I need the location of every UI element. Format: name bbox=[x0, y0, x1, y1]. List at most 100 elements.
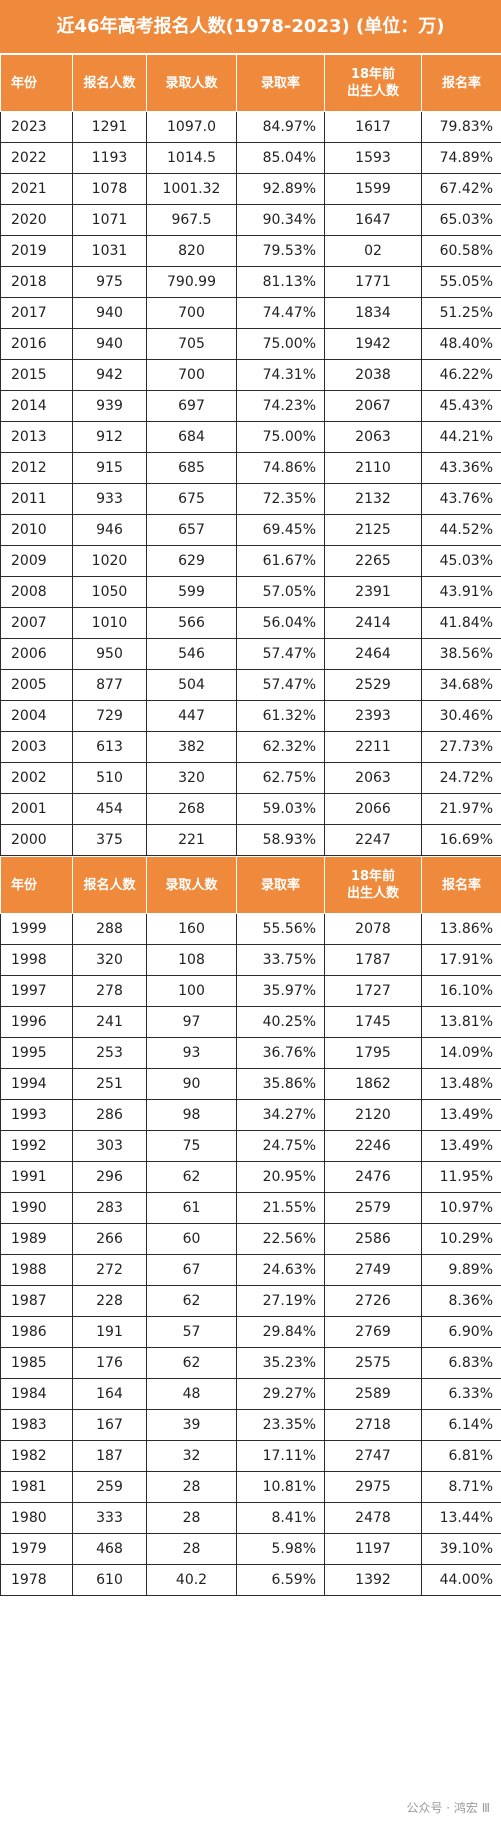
cell-admitted: 447 bbox=[146, 700, 237, 732]
cell-births: 1617 bbox=[324, 111, 422, 143]
cell-application-rate: 55.05% bbox=[421, 266, 501, 298]
cell-births: 2718 bbox=[324, 1409, 422, 1441]
cell-year: 1979 bbox=[0, 1533, 73, 1565]
cell-applicants: 333 bbox=[72, 1502, 147, 1534]
cell-births: 2575 bbox=[324, 1347, 422, 1379]
cell-year: 1985 bbox=[0, 1347, 73, 1379]
cell-births: 2132 bbox=[324, 483, 422, 515]
cell-births: 2529 bbox=[324, 669, 422, 701]
cell-admission-rate: 5.98% bbox=[236, 1533, 325, 1565]
cell-births: 2063 bbox=[324, 421, 422, 453]
cell-application-rate: 38.56% bbox=[421, 638, 501, 670]
table-row: 1988 272 67 24.63% 2749 9.89% bbox=[0, 1254, 501, 1286]
cell-admitted: 221 bbox=[146, 824, 237, 856]
cell-application-rate: 13.86% bbox=[421, 913, 501, 945]
cell-year: 1990 bbox=[0, 1192, 73, 1224]
cell-admission-rate: 29.84% bbox=[236, 1316, 325, 1348]
cell-year: 1989 bbox=[0, 1223, 73, 1255]
cell-admission-rate: 8.41% bbox=[236, 1502, 325, 1534]
cell-year: 2015 bbox=[0, 359, 73, 391]
table-row: 1987 228 62 27.19% 2726 8.36% bbox=[0, 1285, 501, 1317]
table-row: 1983 167 39 23.35% 2718 6.14% bbox=[0, 1409, 501, 1441]
cell-application-rate: 44.00% bbox=[421, 1564, 501, 1596]
table-row: 2021 1078 1001.32 92.89% 1599 67.42% bbox=[0, 173, 501, 205]
table-row: 1993 286 98 34.27% 2120 13.49% bbox=[0, 1099, 501, 1131]
cell-application-rate: 21.97% bbox=[421, 793, 501, 825]
header-births-18y-prior: 18年前 出生人数 bbox=[324, 856, 422, 914]
table-row: 2009 1020 629 61.67% 2265 45.03% bbox=[0, 545, 501, 577]
cell-births: 2769 bbox=[324, 1316, 422, 1348]
cell-year: 2006 bbox=[0, 638, 73, 670]
cell-applicants: 176 bbox=[72, 1347, 147, 1379]
cell-births: 2975 bbox=[324, 1471, 422, 1503]
cell-births: 2478 bbox=[324, 1502, 422, 1534]
cell-births: 2120 bbox=[324, 1099, 422, 1131]
cell-admitted: 320 bbox=[146, 762, 237, 794]
cell-year: 2014 bbox=[0, 390, 73, 422]
header-births-18y-prior: 18年前 出生人数 bbox=[324, 54, 422, 112]
cell-births: 2211 bbox=[324, 731, 422, 763]
cell-births: 2391 bbox=[324, 576, 422, 608]
cell-year: 1999 bbox=[0, 913, 73, 945]
table-header-2: 年份 报名人数 录取人数 录取率 18年前 出生人数 报名率 bbox=[0, 856, 501, 914]
cell-applicants: 164 bbox=[72, 1378, 147, 1410]
cell-applicants: 877 bbox=[72, 669, 147, 701]
cell-applicants: 1010 bbox=[72, 607, 147, 639]
cell-year: 2009 bbox=[0, 545, 73, 577]
cell-application-rate: 13.49% bbox=[421, 1099, 501, 1131]
cell-admitted: 48 bbox=[146, 1378, 237, 1410]
header-admitted: 录取人数 bbox=[146, 856, 237, 914]
cell-applicants: 228 bbox=[72, 1285, 147, 1317]
cell-applicants: 283 bbox=[72, 1192, 147, 1224]
cell-application-rate: 6.33% bbox=[421, 1378, 501, 1410]
table-row: 1978 610 40.2 6.59% 1392 44.00% bbox=[0, 1564, 501, 1596]
cell-year: 2019 bbox=[0, 235, 73, 267]
cell-births: 1599 bbox=[324, 173, 422, 205]
cell-year: 2000 bbox=[0, 824, 73, 856]
cell-year: 2017 bbox=[0, 297, 73, 329]
cell-admitted: 67 bbox=[146, 1254, 237, 1286]
cell-births: 1834 bbox=[324, 297, 422, 329]
cell-year: 1981 bbox=[0, 1471, 73, 1503]
cell-applicants: 288 bbox=[72, 913, 147, 945]
table-row: 1979 468 28 5.98% 1197 39.10% bbox=[0, 1533, 501, 1565]
gaokao-table-part1: 年份 报名人数 录取人数 录取率 18年前 出生人数 报名率 2023 1291 1… bbox=[0, 54, 501, 856]
cell-year: 1978 bbox=[0, 1564, 73, 1596]
cell-admitted: 700 bbox=[146, 297, 237, 329]
cell-admission-rate: 90.34% bbox=[236, 204, 325, 236]
cell-admission-rate: 56.04% bbox=[236, 607, 325, 639]
cell-admission-rate: 84.97% bbox=[236, 111, 325, 143]
cell-admitted: 657 bbox=[146, 514, 237, 546]
cell-admission-rate: 23.35% bbox=[236, 1409, 325, 1441]
cell-births: 1787 bbox=[324, 944, 422, 976]
cell-year: 1986 bbox=[0, 1316, 73, 1348]
cell-application-rate: 10.97% bbox=[421, 1192, 501, 1224]
cell-admitted: 62 bbox=[146, 1347, 237, 1379]
cell-year: 2023 bbox=[0, 111, 73, 143]
cell-applicants: 286 bbox=[72, 1099, 147, 1131]
cell-year: 1995 bbox=[0, 1037, 73, 1069]
cell-births: 2125 bbox=[324, 514, 422, 546]
cell-applicants: 1291 bbox=[72, 111, 147, 143]
header-applicants: 报名人数 bbox=[72, 54, 147, 112]
cell-births: 1942 bbox=[324, 328, 422, 360]
cell-application-rate: 17.91% bbox=[421, 944, 501, 976]
cell-admission-rate: 72.35% bbox=[236, 483, 325, 515]
cell-applicants: 1078 bbox=[72, 173, 147, 205]
cell-application-rate: 45.03% bbox=[421, 545, 501, 577]
cell-admitted: 32 bbox=[146, 1440, 237, 1472]
cell-year: 1993 bbox=[0, 1099, 73, 1131]
cell-applicants: 912 bbox=[72, 421, 147, 453]
table-row: 2011 933 675 72.35% 2132 43.76% bbox=[0, 483, 501, 515]
cell-admitted: 40.2 bbox=[146, 1564, 237, 1596]
cell-year: 2004 bbox=[0, 700, 73, 732]
watermark: 公众号 · 鸿宏 Ⅲ bbox=[403, 1798, 493, 1817]
cell-application-rate: 44.52% bbox=[421, 514, 501, 546]
table-row: 1985 176 62 35.23% 2575 6.83% bbox=[0, 1347, 501, 1379]
cell-applicants: 454 bbox=[72, 793, 147, 825]
header-applicants: 报名人数 bbox=[72, 856, 147, 914]
header-admitted: 录取人数 bbox=[146, 54, 237, 112]
cell-admitted: 100 bbox=[146, 975, 237, 1007]
cell-application-rate: 6.81% bbox=[421, 1440, 501, 1472]
table-row: 2004 729 447 61.32% 2393 30.46% bbox=[0, 700, 501, 732]
